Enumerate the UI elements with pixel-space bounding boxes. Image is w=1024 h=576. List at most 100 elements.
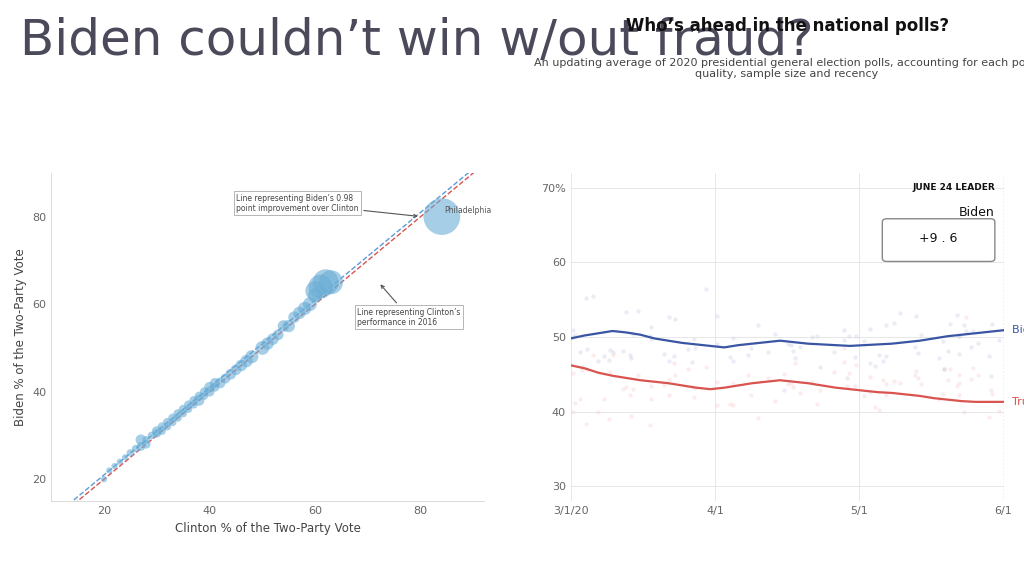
Point [825, 367, 842, 376]
Point [866, 362, 883, 371]
Point [626, 329, 642, 339]
Point [686, 393, 702, 402]
Point [787, 358, 804, 367]
Point [615, 385, 632, 394]
Point [686, 383, 702, 392]
Point [202, 382, 218, 392]
Point [710, 401, 726, 410]
Point [281, 321, 297, 331]
Point [133, 442, 150, 451]
Point [709, 339, 725, 348]
Point [956, 321, 973, 330]
Point [590, 357, 606, 366]
Point [725, 378, 741, 388]
Point [96, 475, 113, 484]
Point [951, 331, 968, 340]
Point [825, 347, 842, 357]
Point [227, 365, 244, 374]
Text: Biden: Biden [959, 206, 995, 219]
Point [579, 345, 595, 354]
Point [907, 342, 924, 351]
Point [709, 377, 725, 386]
Point [101, 466, 118, 475]
Point [963, 343, 979, 352]
Point [259, 339, 275, 348]
Point [207, 378, 223, 388]
Point [680, 344, 696, 354]
Point [596, 351, 612, 361]
Point [133, 435, 150, 445]
Point [117, 453, 133, 462]
Point [596, 394, 612, 403]
Point [180, 400, 197, 410]
Point [212, 378, 228, 388]
Point [847, 382, 863, 391]
Point [617, 382, 634, 392]
Point [175, 404, 191, 414]
Point [951, 370, 968, 379]
Point [861, 388, 878, 397]
Point [148, 426, 165, 435]
Point [680, 365, 696, 374]
Point [180, 404, 197, 414]
Point [154, 422, 170, 431]
Point [847, 353, 863, 362]
Point [642, 332, 658, 341]
Point [666, 359, 682, 368]
Point [668, 370, 684, 380]
Point [190, 396, 207, 405]
Point [106, 461, 123, 471]
Point [185, 400, 202, 410]
Point [112, 457, 128, 467]
Point [981, 413, 997, 422]
Point [725, 400, 741, 410]
Point [323, 278, 339, 287]
Point [202, 387, 218, 396]
Point [302, 300, 318, 309]
Point [605, 350, 622, 359]
Point [949, 381, 966, 391]
Point [760, 348, 776, 357]
Point [870, 350, 887, 359]
Point [785, 382, 802, 392]
Point [566, 398, 583, 407]
Point [643, 334, 659, 343]
Point [856, 336, 872, 345]
Point [956, 407, 973, 416]
Point [776, 369, 793, 378]
Point [862, 372, 879, 381]
Point [940, 346, 956, 355]
Point [950, 391, 967, 400]
Point [244, 352, 260, 361]
Point [642, 381, 658, 391]
Point [138, 439, 155, 449]
Point [601, 414, 617, 423]
Point [617, 307, 634, 316]
Point [565, 325, 582, 335]
Point [159, 422, 175, 431]
Text: An updating average of 2020 presidential general election polls, accounting for : An updating average of 2020 presidential… [534, 58, 1024, 79]
Point [866, 402, 883, 411]
Point [743, 343, 760, 353]
Point [630, 306, 646, 316]
Point [684, 382, 700, 391]
Point [642, 323, 658, 332]
Point [983, 372, 999, 381]
Point [760, 373, 776, 382]
Point [573, 362, 590, 372]
Point [991, 335, 1008, 344]
Point [740, 351, 757, 360]
Point [710, 312, 726, 321]
Point [965, 363, 981, 372]
Point [792, 342, 808, 351]
Point [942, 365, 958, 374]
Point [571, 395, 588, 404]
Point [630, 370, 646, 380]
Point [566, 331, 583, 340]
Point [662, 312, 678, 321]
Point [585, 291, 601, 301]
Point [233, 361, 250, 370]
Point [837, 325, 853, 334]
Point [782, 340, 799, 350]
Point [686, 334, 702, 343]
